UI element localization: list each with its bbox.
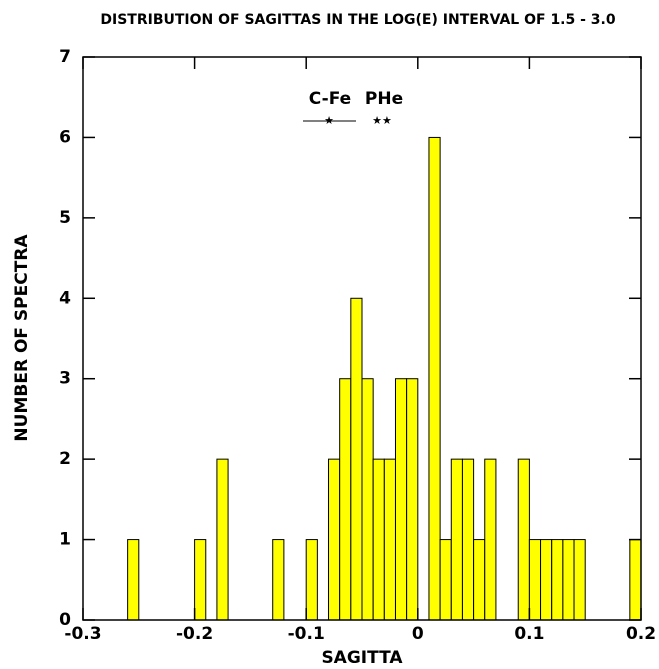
bar [473,539,486,621]
y-tick-label: 0 [59,610,71,630]
x-tick-label: -0.2 [176,624,213,644]
bar [272,539,285,621]
bar [450,458,463,621]
bar [194,539,207,621]
chart-title: DISTRIBUTION OF SAGITTAS IN THE LOG(E) I… [100,12,615,28]
bar [216,458,229,621]
bar [551,539,564,621]
y-tick-label: 3 [59,369,71,389]
annotation: PHe [365,89,403,109]
x-tick-label: 0.2 [626,624,656,644]
x-tick-label: 0 [412,624,424,644]
plot-frame [82,56,642,621]
bar [528,539,542,621]
y-tick-label: 6 [59,127,71,147]
bar [629,539,642,621]
x-tick-label: -0.1 [288,624,325,644]
bar [383,458,396,621]
y-tick-label: 5 [59,208,71,228]
y-tick-label: 1 [59,530,71,550]
svg-text:★: ★ [324,114,334,127]
bar [406,378,419,621]
bar [573,539,586,621]
bar [350,297,363,621]
y-tick-label: 2 [59,449,71,469]
bar [439,539,452,621]
bar [484,458,497,621]
x-axis-label: SAGITTA [321,648,403,668]
bar [394,378,408,621]
y-tick-label: 4 [59,288,71,308]
bar [562,539,575,621]
x-tick-label: -0.3 [64,624,101,644]
bar [517,458,530,621]
svg-text:★★: ★★ [372,114,392,127]
x-tick-label: 0.1 [514,624,544,644]
bar [305,539,318,621]
bar [127,539,140,621]
y-tick-label: 7 [59,47,71,67]
bar [540,539,553,621]
bar [372,458,385,621]
y-axis-label: NUMBER OF SPECTRA [12,234,32,442]
bar [361,378,374,621]
bar [339,378,352,621]
annotation: C-Fe [309,89,351,109]
bar [461,458,475,621]
bar [428,136,441,621]
bar [328,458,341,621]
annotation-markers: ★ ★★ [303,114,392,127]
